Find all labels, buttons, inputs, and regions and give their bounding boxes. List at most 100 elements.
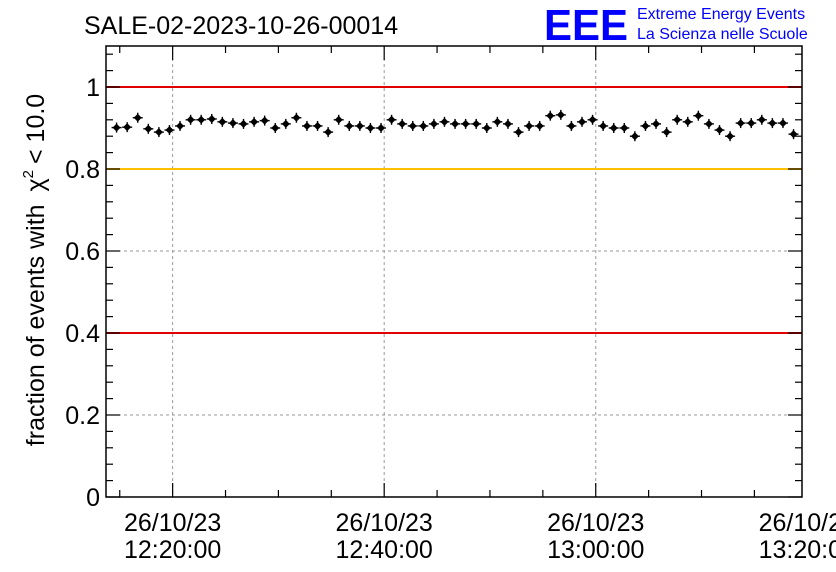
svg-text:fraction of events with: fraction of events with χ2 < 10.0	[20, 94, 50, 446]
data-point	[513, 127, 524, 138]
x-tick-label-date: 26/10/23	[759, 509, 836, 537]
x-tick-label-date: 26/10/23	[336, 509, 433, 537]
y-tick-label: 0.8	[65, 156, 100, 184]
data-point-marker	[493, 117, 502, 126]
y-axis-label-superscript: 2	[20, 170, 37, 178]
data-point	[767, 118, 778, 129]
data-point-marker	[292, 113, 301, 122]
data-point-marker	[324, 128, 333, 137]
data-point-marker	[302, 121, 311, 130]
data-point-marker	[419, 121, 428, 130]
data-point	[725, 131, 736, 142]
data-point	[227, 118, 238, 129]
data-point	[386, 114, 397, 125]
data-point-marker	[451, 119, 460, 128]
data-point	[217, 116, 228, 127]
y-tick-label: 1	[86, 74, 100, 102]
data-point-marker	[683, 117, 692, 126]
data-point-marker	[366, 124, 375, 132]
data-point-marker	[535, 121, 544, 130]
data-point	[555, 109, 566, 120]
data-point	[502, 118, 513, 129]
data-point	[545, 110, 556, 121]
data-point	[746, 118, 757, 129]
logo-letters: EEE	[544, 1, 628, 50]
data-point-marker	[546, 111, 555, 120]
data-point	[333, 114, 344, 125]
y-tick-label: 0.6	[65, 238, 100, 266]
data-point-marker	[133, 113, 142, 122]
data-point-marker	[165, 126, 174, 135]
data-point	[238, 118, 249, 129]
data-point-marker	[736, 119, 745, 128]
data-point-marker	[112, 123, 121, 132]
data-point-marker	[630, 132, 639, 141]
data-point	[672, 114, 683, 125]
y-axis-label-symbol: χ	[22, 178, 50, 191]
data-point-marker	[778, 119, 787, 128]
data-point-marker	[239, 119, 248, 128]
data-point-marker	[176, 121, 185, 130]
data-point-marker	[662, 128, 671, 137]
data-point-marker	[334, 115, 343, 124]
data-point	[291, 112, 302, 123]
data-point-marker	[271, 124, 280, 132]
data-point-marker	[588, 115, 597, 124]
data-point	[122, 122, 133, 133]
data-point-marker	[355, 121, 364, 130]
data-point-marker	[694, 111, 703, 120]
data-point	[270, 123, 281, 133]
data-point	[492, 116, 503, 127]
reference-lines	[106, 86, 802, 334]
data-point	[249, 116, 260, 127]
data-point-marker	[461, 119, 470, 128]
data-point	[280, 118, 291, 129]
data-point	[428, 118, 439, 129]
data-point	[576, 116, 587, 127]
data-point-marker	[757, 115, 766, 124]
logo-line2: La Scienza nelle Scuole	[637, 26, 808, 43]
data-point-marker	[228, 119, 237, 128]
data-point-marker	[704, 119, 713, 128]
data-point	[460, 118, 471, 129]
data-point	[323, 127, 334, 138]
data-point-marker	[281, 119, 290, 128]
data-point-marker	[620, 124, 629, 132]
data-point	[259, 115, 270, 126]
y-tick-label: 0.4	[65, 320, 100, 348]
data-point-marker	[154, 128, 163, 137]
y-axis-label: fraction of events with χ2 < 10.0	[20, 94, 50, 446]
axis-ticks	[106, 46, 802, 498]
data-point	[587, 114, 598, 125]
data-point	[450, 118, 461, 129]
x-tick-label-time: 12:40:00	[336, 536, 433, 564]
y-axis-label-suffix: < 10.0	[22, 94, 50, 164]
data-point	[777, 118, 788, 129]
data-point	[344, 120, 355, 131]
data-point	[661, 127, 672, 138]
data-point-marker	[726, 132, 735, 141]
data-point	[206, 113, 217, 124]
y-tick-label: 0	[86, 484, 100, 512]
data-point	[196, 114, 207, 125]
data-point	[481, 123, 492, 133]
data-point	[365, 123, 376, 133]
y-axis-label-text: fraction of events with	[22, 204, 50, 446]
x-tick-label-date: 26/10/23	[124, 509, 221, 537]
data-point-marker	[768, 119, 777, 128]
data-point	[651, 118, 662, 129]
data-point-marker	[218, 117, 227, 126]
data-point	[788, 129, 799, 140]
data-point	[756, 114, 767, 125]
data-point-marker	[599, 121, 608, 130]
data-point	[312, 120, 323, 131]
data-point	[407, 120, 418, 131]
data-point	[693, 110, 704, 121]
x-tick-label-time: 12:20:00	[124, 536, 221, 564]
data-point-marker	[514, 128, 523, 137]
data-point	[534, 120, 545, 131]
data-point	[640, 120, 651, 131]
data-point	[566, 120, 577, 131]
data-point-marker	[387, 115, 396, 124]
